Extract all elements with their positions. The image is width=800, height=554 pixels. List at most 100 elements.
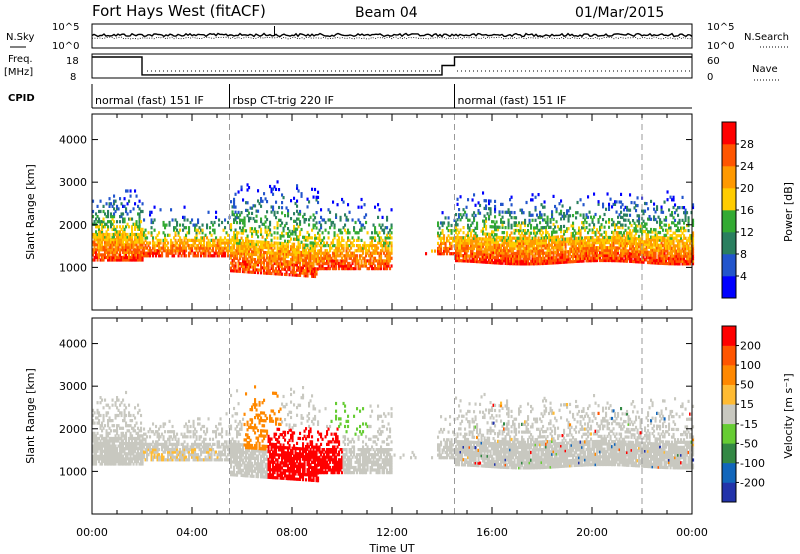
cell bbox=[441, 223, 444, 228]
cell bbox=[278, 257, 281, 261]
cell bbox=[183, 215, 186, 219]
cell bbox=[498, 251, 501, 255]
cell bbox=[192, 254, 195, 258]
cell bbox=[179, 241, 182, 245]
cell bbox=[503, 238, 506, 242]
cell bbox=[524, 257, 527, 261]
cell bbox=[665, 256, 668, 260]
cell bbox=[621, 244, 624, 248]
cell bbox=[495, 261, 498, 265]
cell bbox=[98, 243, 101, 247]
cell bbox=[141, 255, 144, 260]
cell bbox=[122, 255, 125, 260]
cell bbox=[474, 239, 477, 243]
cell bbox=[282, 247, 285, 251]
cell bbox=[261, 199, 264, 203]
cell bbox=[566, 209, 569, 213]
cell bbox=[371, 236, 374, 240]
cell bbox=[347, 246, 350, 250]
cell bbox=[450, 231, 453, 235]
cell bbox=[117, 230, 120, 234]
cell bbox=[176, 241, 179, 245]
cell bbox=[102, 413, 105, 418]
cell bbox=[548, 243, 551, 247]
cell bbox=[239, 257, 242, 261]
cell bbox=[525, 241, 528, 245]
cell bbox=[438, 236, 441, 240]
cell bbox=[302, 251, 305, 255]
cell bbox=[114, 459, 117, 464]
cell bbox=[425, 252, 428, 256]
date-label: 01/Mar/2015 bbox=[575, 5, 664, 21]
cell bbox=[242, 257, 245, 261]
cell bbox=[668, 246, 671, 250]
cell bbox=[584, 254, 587, 258]
cell bbox=[246, 262, 249, 266]
cell bbox=[246, 252, 249, 256]
cell bbox=[359, 228, 362, 232]
cell bbox=[107, 442, 110, 446]
cell bbox=[254, 270, 257, 274]
cell bbox=[122, 204, 125, 208]
cell bbox=[296, 199, 299, 203]
cell bbox=[513, 228, 516, 233]
nsearch-tick-bottom: 10^0 bbox=[707, 41, 734, 52]
cell bbox=[549, 235, 552, 240]
cell bbox=[543, 241, 546, 245]
cell bbox=[645, 248, 648, 252]
cell bbox=[263, 271, 266, 275]
cell bbox=[227, 233, 230, 237]
cell bbox=[95, 459, 98, 464]
cell bbox=[555, 210, 558, 214]
cell bbox=[440, 241, 443, 245]
colorbar-tick-label: 4 bbox=[740, 270, 747, 283]
cell bbox=[492, 238, 495, 242]
cell bbox=[521, 262, 524, 266]
cell bbox=[126, 429, 129, 433]
cell bbox=[108, 245, 111, 249]
cell bbox=[141, 250, 144, 254]
cell bbox=[369, 236, 372, 240]
cell bbox=[674, 252, 677, 256]
cell bbox=[255, 230, 258, 234]
cell bbox=[636, 252, 639, 256]
cell bbox=[228, 249, 231, 253]
cell bbox=[546, 248, 549, 252]
cell bbox=[540, 213, 543, 217]
cell bbox=[465, 213, 468, 217]
cell bbox=[540, 203, 543, 207]
cell bbox=[272, 269, 275, 273]
cell bbox=[458, 254, 461, 258]
cell bbox=[114, 429, 117, 433]
cell bbox=[308, 200, 311, 204]
cell bbox=[98, 253, 101, 257]
colorbar-segment bbox=[722, 210, 736, 233]
cell bbox=[119, 454, 122, 458]
cell bbox=[282, 249, 285, 253]
cell bbox=[614, 225, 617, 229]
cell bbox=[345, 231, 348, 235]
cell bbox=[198, 231, 201, 235]
cell bbox=[386, 259, 389, 263]
cell bbox=[681, 226, 684, 230]
cell bbox=[363, 256, 366, 260]
cell bbox=[353, 254, 356, 258]
cell bbox=[167, 233, 170, 237]
cell bbox=[342, 246, 345, 250]
cell bbox=[174, 249, 177, 253]
cell bbox=[105, 429, 108, 433]
cell bbox=[128, 449, 131, 453]
cell bbox=[648, 258, 651, 262]
cell bbox=[678, 249, 681, 253]
cell bbox=[455, 251, 458, 255]
cell bbox=[173, 236, 176, 240]
cell bbox=[98, 459, 101, 464]
cell bbox=[330, 241, 333, 245]
cell bbox=[294, 263, 297, 267]
cell bbox=[632, 229, 635, 233]
cell bbox=[237, 239, 240, 243]
cell bbox=[111, 232, 114, 237]
cell bbox=[680, 259, 683, 263]
cell bbox=[546, 246, 549, 250]
cell bbox=[279, 249, 282, 253]
